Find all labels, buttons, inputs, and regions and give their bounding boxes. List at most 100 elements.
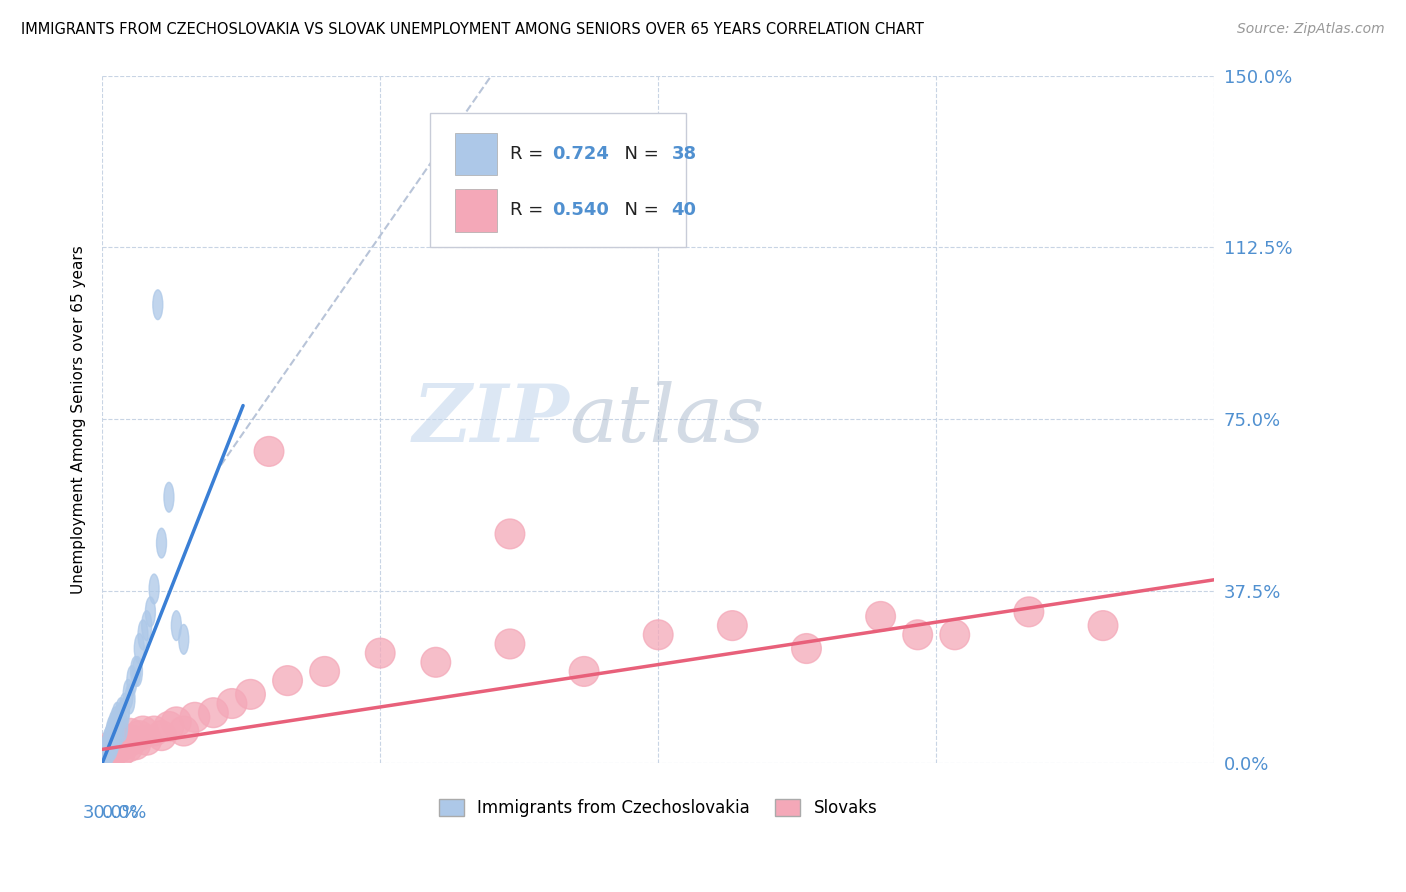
Ellipse shape xyxy=(104,734,115,764)
Ellipse shape xyxy=(110,712,120,741)
Ellipse shape xyxy=(792,633,821,664)
Ellipse shape xyxy=(104,725,114,756)
Ellipse shape xyxy=(105,737,135,766)
Ellipse shape xyxy=(142,611,152,640)
Ellipse shape xyxy=(103,728,112,757)
Ellipse shape xyxy=(138,620,148,649)
Ellipse shape xyxy=(131,657,141,686)
Ellipse shape xyxy=(309,657,339,686)
Ellipse shape xyxy=(101,741,111,772)
Ellipse shape xyxy=(93,741,122,772)
Legend: Immigrants from Czechoslovakia, Slovaks: Immigrants from Czechoslovakia, Slovaks xyxy=(433,792,884,823)
Ellipse shape xyxy=(180,702,209,732)
Y-axis label: Unemployment Among Seniors over 65 years: Unemployment Among Seniors over 65 years xyxy=(72,245,86,594)
Ellipse shape xyxy=(236,680,266,709)
Ellipse shape xyxy=(165,483,174,512)
Ellipse shape xyxy=(162,707,191,737)
Text: Source: ZipAtlas.com: Source: ZipAtlas.com xyxy=(1237,22,1385,37)
Ellipse shape xyxy=(125,684,135,714)
Ellipse shape xyxy=(114,716,124,746)
Ellipse shape xyxy=(198,698,228,728)
Ellipse shape xyxy=(127,665,136,696)
Ellipse shape xyxy=(149,574,159,604)
Ellipse shape xyxy=(120,693,129,723)
Ellipse shape xyxy=(169,716,198,746)
Ellipse shape xyxy=(717,611,747,640)
Ellipse shape xyxy=(101,734,111,764)
Ellipse shape xyxy=(139,716,169,746)
Ellipse shape xyxy=(1088,611,1118,640)
Ellipse shape xyxy=(903,620,932,649)
Ellipse shape xyxy=(114,705,124,734)
Ellipse shape xyxy=(132,657,142,686)
Ellipse shape xyxy=(114,732,143,762)
Ellipse shape xyxy=(115,698,125,728)
Ellipse shape xyxy=(366,638,395,668)
Ellipse shape xyxy=(124,680,134,709)
Ellipse shape xyxy=(115,718,145,748)
Ellipse shape xyxy=(1014,597,1043,627)
Text: 38: 38 xyxy=(672,145,697,163)
Text: N =: N = xyxy=(613,145,664,163)
Ellipse shape xyxy=(112,702,122,732)
Ellipse shape xyxy=(121,730,150,760)
Ellipse shape xyxy=(866,601,896,632)
Ellipse shape xyxy=(155,712,184,741)
Ellipse shape xyxy=(89,744,120,773)
Ellipse shape xyxy=(273,665,302,696)
FancyBboxPatch shape xyxy=(430,113,686,247)
Ellipse shape xyxy=(117,725,146,756)
Text: R =: R = xyxy=(510,202,550,219)
Text: 0.724: 0.724 xyxy=(553,145,609,163)
Ellipse shape xyxy=(103,734,132,764)
Ellipse shape xyxy=(97,739,127,769)
Ellipse shape xyxy=(107,716,117,746)
Ellipse shape xyxy=(217,689,247,718)
Ellipse shape xyxy=(98,744,110,773)
Text: N =: N = xyxy=(613,202,664,219)
Text: R =: R = xyxy=(510,145,550,163)
Ellipse shape xyxy=(100,732,129,762)
Ellipse shape xyxy=(108,730,118,760)
Ellipse shape xyxy=(569,657,599,686)
Ellipse shape xyxy=(98,730,128,760)
Ellipse shape xyxy=(107,721,117,750)
Ellipse shape xyxy=(495,519,524,549)
Ellipse shape xyxy=(118,712,128,741)
FancyBboxPatch shape xyxy=(454,189,496,232)
Ellipse shape xyxy=(941,620,970,649)
Ellipse shape xyxy=(125,721,155,750)
Ellipse shape xyxy=(120,698,129,728)
Ellipse shape xyxy=(103,730,112,760)
Text: atlas: atlas xyxy=(569,381,765,458)
Ellipse shape xyxy=(420,648,451,677)
Ellipse shape xyxy=(172,611,181,640)
Ellipse shape xyxy=(153,290,163,319)
Ellipse shape xyxy=(100,739,110,769)
Text: ZIP: ZIP xyxy=(412,381,569,458)
Ellipse shape xyxy=(110,707,120,737)
Ellipse shape xyxy=(108,712,118,741)
Text: 0.0%: 0.0% xyxy=(103,805,148,822)
Ellipse shape xyxy=(128,716,157,746)
Ellipse shape xyxy=(156,528,166,558)
Ellipse shape xyxy=(145,597,156,627)
FancyBboxPatch shape xyxy=(454,133,496,175)
Ellipse shape xyxy=(644,620,673,649)
Ellipse shape xyxy=(110,730,139,760)
Text: 0.540: 0.540 xyxy=(553,202,609,219)
Ellipse shape xyxy=(110,725,120,756)
Ellipse shape xyxy=(179,624,188,654)
Text: IMMIGRANTS FROM CZECHOSLOVAKIA VS SLOVAK UNEMPLOYMENT AMONG SENIORS OVER 65 YEAR: IMMIGRANTS FROM CZECHOSLOVAKIA VS SLOVAK… xyxy=(21,22,924,37)
Ellipse shape xyxy=(135,633,145,664)
Text: 40: 40 xyxy=(672,202,696,219)
Ellipse shape xyxy=(108,723,138,753)
Ellipse shape xyxy=(94,734,125,764)
Ellipse shape xyxy=(146,721,176,750)
Ellipse shape xyxy=(111,721,121,750)
Ellipse shape xyxy=(132,725,162,756)
Ellipse shape xyxy=(105,721,115,750)
Ellipse shape xyxy=(254,436,284,467)
Ellipse shape xyxy=(495,629,524,659)
Text: 30.0%: 30.0% xyxy=(83,805,139,822)
